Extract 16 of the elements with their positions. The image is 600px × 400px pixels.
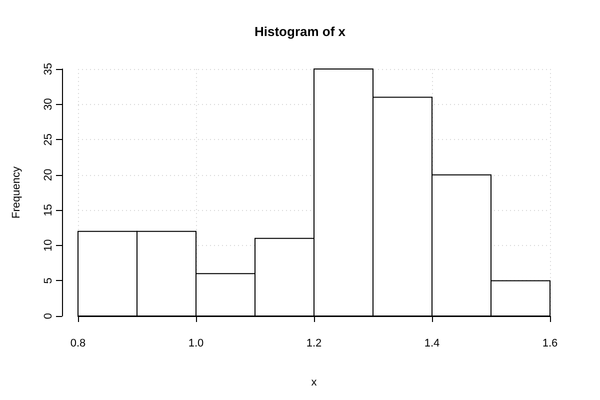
y-tick-label: 10 bbox=[42, 239, 54, 252]
y-tick-label: 35 bbox=[42, 62, 54, 76]
y-tick-label: 25 bbox=[42, 133, 54, 146]
y-tick-label: 30 bbox=[42, 98, 54, 110]
x-tick-label: 1.4 bbox=[424, 338, 440, 350]
x-tick-label: 1.2 bbox=[306, 338, 322, 350]
x-tick-label: 1.6 bbox=[542, 338, 558, 350]
x-axis-title: x bbox=[311, 376, 318, 388]
y-tick-label: 5 bbox=[42, 278, 54, 284]
x-tick-label: 1.0 bbox=[188, 338, 204, 350]
y-tick-label: 20 bbox=[42, 168, 54, 181]
y-axis-title: Frequency bbox=[10, 166, 22, 218]
y-tick-label: 15 bbox=[42, 204, 54, 216]
chart-title: Histogram of x bbox=[254, 24, 346, 39]
x-tick-label: 0.8 bbox=[70, 338, 86, 350]
y-tick-label: 0 bbox=[42, 312, 54, 320]
